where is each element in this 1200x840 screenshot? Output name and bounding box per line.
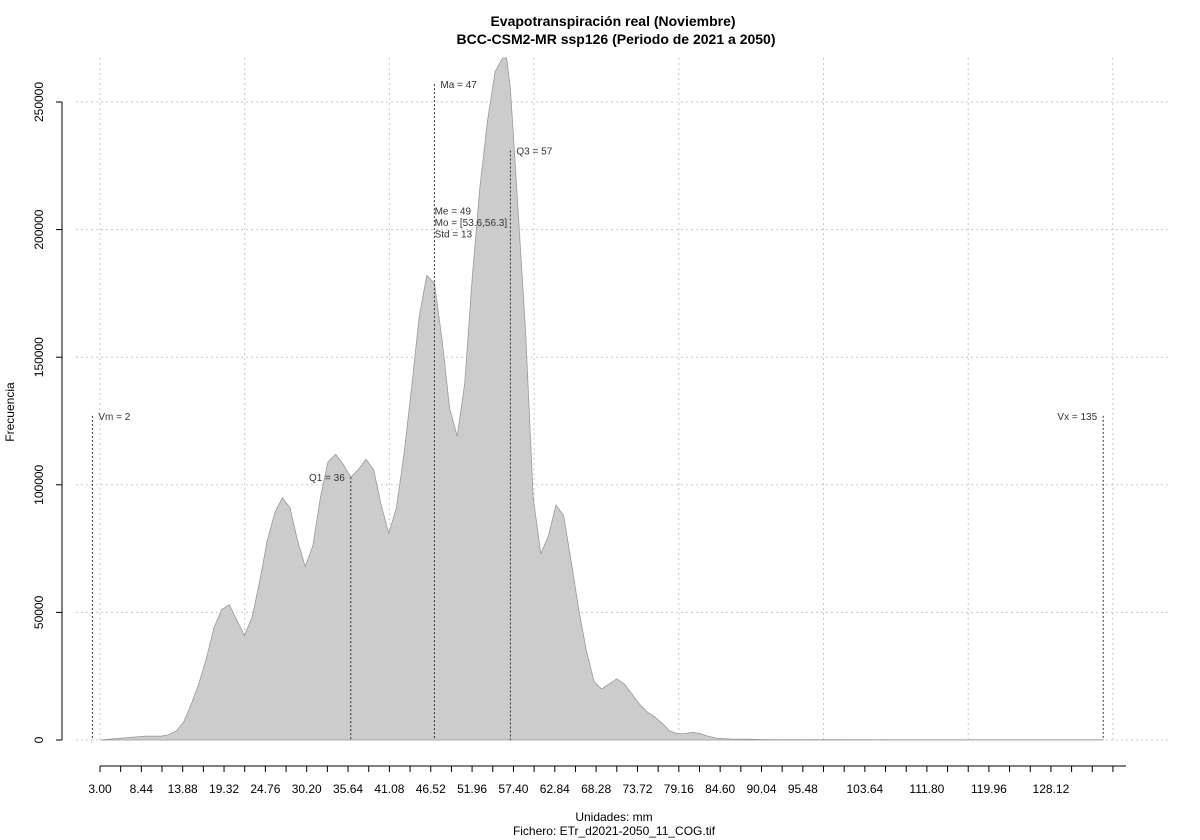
y-tick-label: 100000 xyxy=(32,464,46,504)
x-tick-label: 111.80 xyxy=(909,782,944,796)
x-tick-label: 68.28 xyxy=(581,782,611,796)
x-tick-label: 79.16 xyxy=(664,782,694,796)
y-axis-label: Frecuencia xyxy=(3,382,17,442)
y-tick-label: 0 xyxy=(32,736,46,743)
x-tick-label: 90.04 xyxy=(746,782,776,796)
x-tick-label: 57.40 xyxy=(498,782,528,796)
x-tick-label: 3.00 xyxy=(88,782,112,796)
x-tick-label: 73.72 xyxy=(622,782,652,796)
y-tick-label: 50000 xyxy=(32,595,46,629)
statistic-label: Ma = 47 xyxy=(440,80,477,91)
axes: 0 50000 100000 150000 200000 250000 3.00 8.44 13… xyxy=(32,82,1126,796)
x-tick-label: 128.12 xyxy=(1033,782,1070,796)
x-tick-label: 62.84 xyxy=(540,782,570,796)
x-axis-label: Unidades: mm xyxy=(575,810,652,824)
chart-title: Evapotranspiración real (Noviembre) xyxy=(490,13,735,29)
y-tick-label: 250000 xyxy=(32,82,46,122)
x-axis-file-label: Fichero: ETr_d2021-2050_11_COG.tif xyxy=(513,824,716,838)
statistic-label: Vm = 2 xyxy=(98,412,130,423)
y-tick-label: 200000 xyxy=(32,209,46,249)
x-tick-label: 103.64 xyxy=(847,782,884,796)
grid xyxy=(76,58,1170,742)
x-tick-label: 30.20 xyxy=(292,782,322,796)
chart-subtitle: BCC-CSM2-MR ssp126 (Periodo de 2021 a 20… xyxy=(457,31,776,47)
stats-annotation-line: Mo = [53.6,56.3] xyxy=(435,218,508,229)
density-area-path xyxy=(99,57,1104,741)
stats-annotation-line: Me = 49 xyxy=(435,206,472,217)
x-tick-label: 119.96 xyxy=(971,782,1007,796)
x-tick-label: 95.48 xyxy=(788,782,818,796)
statistic-lines: Vm = 2 Q1 = 36 Ma = 47 Q3 = 57 Vx = 135 xyxy=(91,80,1104,740)
statistic-label: Vx = 135 xyxy=(1057,412,1097,423)
x-tick-label: 51.96 xyxy=(457,782,487,796)
x-tick-label: 24.76 xyxy=(250,782,280,796)
x-tick-label: 35.64 xyxy=(333,782,363,796)
x-tick-label: 13.88 xyxy=(168,782,198,796)
x-tick-label: 41.08 xyxy=(374,782,404,796)
density-area xyxy=(99,57,1104,741)
x-tick-label: 46.52 xyxy=(416,782,446,796)
x-tick-label: 84.60 xyxy=(705,782,735,796)
x-tick-label: 8.44 xyxy=(130,782,154,796)
stats-annotation-line: Std = 13 xyxy=(435,229,473,240)
statistic-label: Q1 = 36 xyxy=(309,473,345,484)
y-tick-label: 150000 xyxy=(32,337,46,377)
statistic-label: Q3 = 57 xyxy=(516,146,552,157)
x-tick-label: 19.32 xyxy=(209,782,239,796)
